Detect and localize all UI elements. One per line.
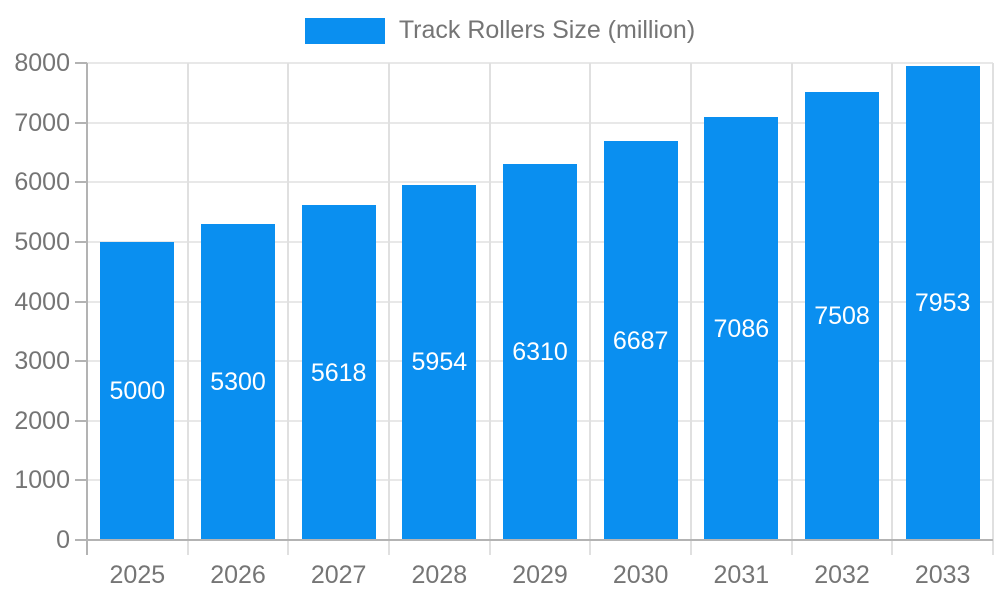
x-tick-label: 2030 xyxy=(612,561,669,589)
bar-value-label: 6687 xyxy=(612,326,669,355)
bar-value-label: 5000 xyxy=(109,376,166,405)
legend-swatch[interactable] xyxy=(304,17,385,44)
y-axis-tick xyxy=(75,300,87,303)
x-tick-label: 2026 xyxy=(210,561,266,589)
x-tick-label: 2031 xyxy=(713,561,770,589)
y-tick-label: 0 xyxy=(56,526,70,554)
y-tick-label: 1000 xyxy=(14,466,70,495)
gridline-vertical xyxy=(891,63,894,555)
bar xyxy=(704,117,779,540)
bar-value-label: 6310 xyxy=(512,337,568,366)
legend[interactable]: Track Rollers Size (million) xyxy=(0,16,1000,45)
y-axis-tick xyxy=(75,62,87,64)
x-tick-label: 2025 xyxy=(109,561,166,589)
y-tick-label: 2000 xyxy=(14,406,70,435)
gridline-vertical xyxy=(186,63,189,555)
y-axis-tick xyxy=(75,479,87,482)
gridline-horizontal xyxy=(87,62,993,64)
gridline-vertical xyxy=(690,63,692,555)
legend-label: Track Rollers Size (million) xyxy=(398,16,696,44)
y-tick-label: 7000 xyxy=(14,108,70,137)
x-tick-label: 2032 xyxy=(814,561,870,589)
y-tick-label: 4000 xyxy=(14,287,70,316)
bar-value-label: 5954 xyxy=(411,348,468,377)
y-axis-tick xyxy=(75,181,87,184)
gridline-vertical xyxy=(790,63,793,555)
x-tick-label: 2029 xyxy=(512,561,568,589)
gridline-vertical xyxy=(488,63,491,555)
bar xyxy=(503,163,577,540)
gridline-vertical xyxy=(388,63,390,555)
bar xyxy=(100,241,175,540)
gridline-vertical xyxy=(992,63,994,555)
y-tick-label: 8000 xyxy=(14,49,70,77)
bar xyxy=(402,184,477,540)
y-tick-label: 6000 xyxy=(14,168,70,197)
bar-value-label: 5300 xyxy=(210,367,266,396)
bar xyxy=(603,141,678,540)
y-axis-tick xyxy=(75,240,87,243)
bar xyxy=(805,92,879,540)
y-axis-tick xyxy=(75,360,87,363)
x-tick-label: 2033 xyxy=(914,561,971,589)
bar xyxy=(201,223,275,540)
bar-value-label: 7508 xyxy=(814,302,870,331)
gridline-vertical xyxy=(287,63,290,555)
gridline-horizontal xyxy=(87,121,993,124)
y-axis-line xyxy=(86,63,88,555)
gridline-vertical xyxy=(589,63,592,555)
x-axis-line xyxy=(75,539,993,541)
y-tick-label: 5000 xyxy=(14,227,70,256)
bar-value-label: 7086 xyxy=(713,314,770,343)
y-tick-label: 3000 xyxy=(14,347,70,376)
bar xyxy=(301,205,376,540)
bar-value-label: 5618 xyxy=(310,358,367,387)
y-axis-tick xyxy=(75,419,87,422)
y-axis-tick xyxy=(75,121,87,124)
bar xyxy=(905,65,980,540)
x-tick-label: 2027 xyxy=(310,561,367,589)
x-tick-label: 2028 xyxy=(411,561,468,589)
bar-value-label: 7953 xyxy=(914,288,971,317)
